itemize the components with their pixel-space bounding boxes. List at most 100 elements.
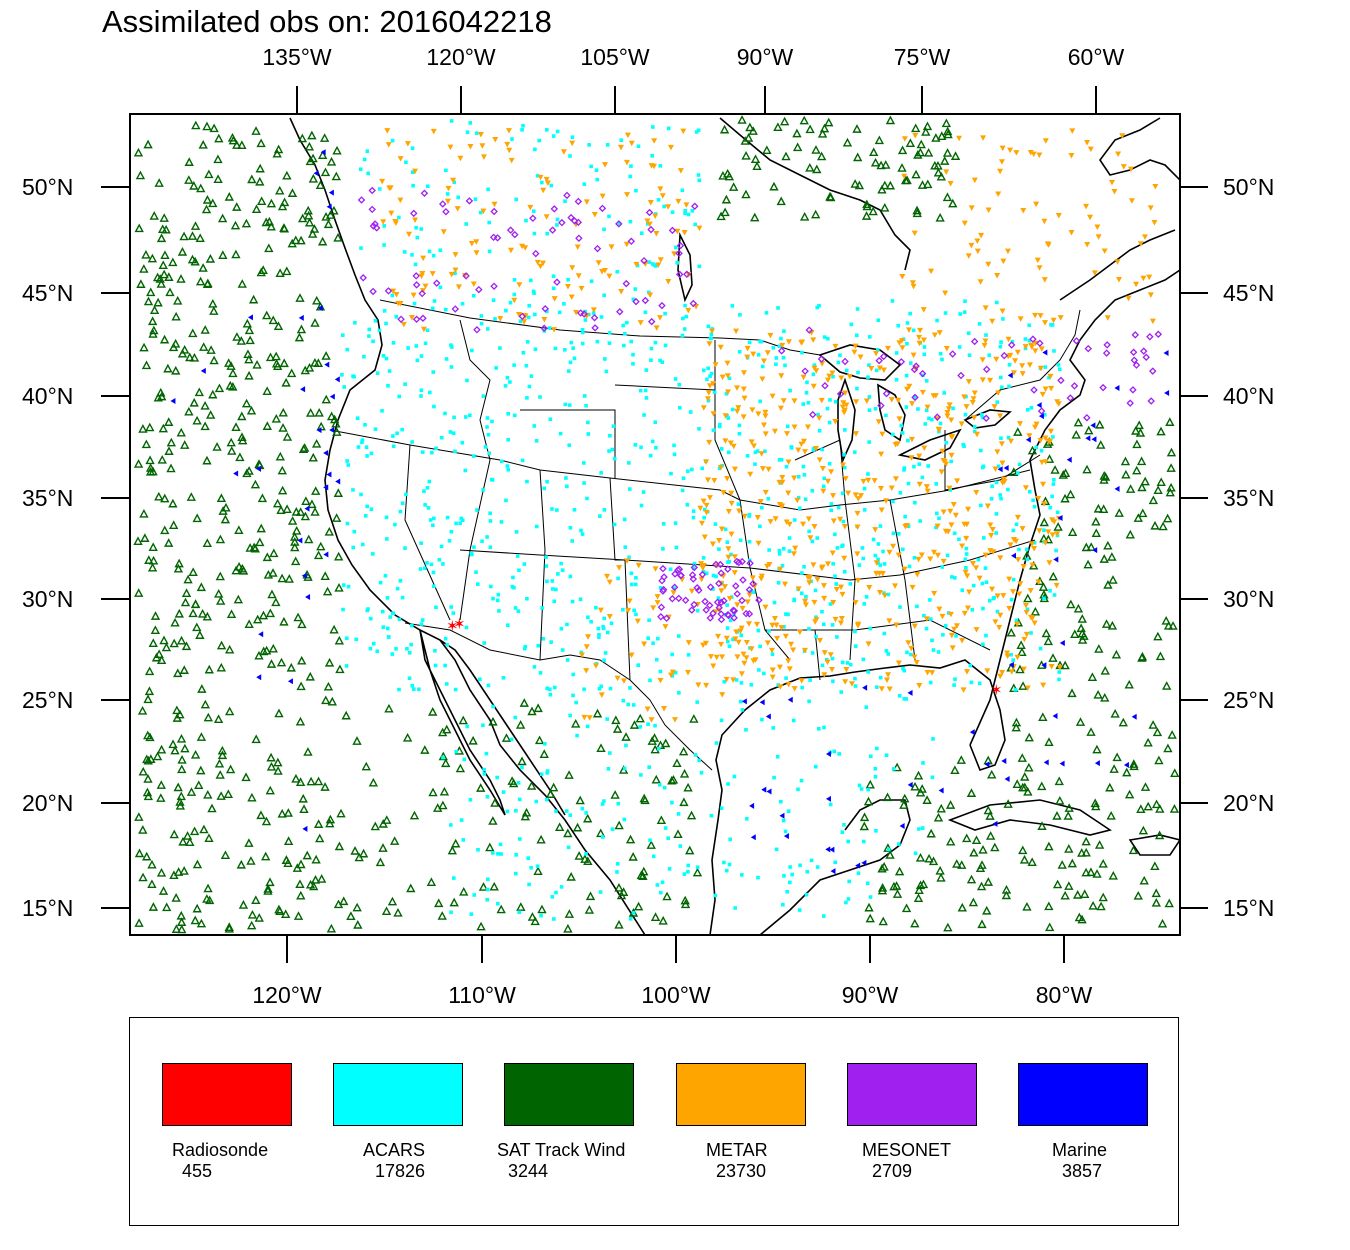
sat-wind-marker [752, 161, 762, 170]
acars-marker [713, 893, 718, 898]
acars-marker [628, 917, 633, 921]
acars-marker [548, 417, 553, 422]
sat-wind-marker [317, 150, 328, 160]
metar-marker [724, 476, 731, 482]
acars-marker [404, 492, 408, 497]
acars-marker [491, 298, 496, 302]
metar-marker [1033, 421, 1040, 428]
sat-wind-marker [326, 411, 337, 421]
metar-marker [585, 634, 592, 640]
acars-marker [580, 532, 585, 536]
sat-wind-marker [231, 422, 241, 431]
acars-marker [1027, 489, 1032, 494]
sat-wind-marker [1099, 475, 1109, 484]
acars-marker [756, 875, 760, 880]
sat-wind-marker [1094, 644, 1104, 653]
metar-marker [516, 282, 523, 288]
sat-wind-marker [292, 525, 302, 535]
acars-marker [544, 555, 548, 559]
metar-marker [397, 197, 404, 204]
sat-wind-marker [250, 479, 261, 489]
sat-wind-marker [1091, 516, 1101, 526]
metar-marker [1008, 669, 1015, 675]
acars-marker [550, 587, 555, 591]
mesonet-marker [733, 557, 741, 566]
acars-marker [867, 440, 872, 444]
acars-marker [833, 532, 837, 537]
acars-marker [842, 569, 847, 574]
acars-marker [459, 818, 464, 822]
acars-marker [717, 547, 721, 551]
sat-wind-marker [1122, 767, 1132, 777]
acars-marker [906, 481, 911, 486]
sat-wind-marker [1006, 627, 1016, 637]
metar-marker [804, 574, 811, 581]
metar-marker [943, 346, 950, 352]
sat-wind-marker [333, 488, 344, 497]
acars-marker [468, 121, 473, 125]
acars-marker [861, 556, 866, 561]
sat-wind-marker [284, 574, 294, 583]
acars-marker [449, 365, 454, 369]
sat-wind-marker [310, 875, 321, 884]
acars-marker [840, 544, 844, 548]
acars-marker [799, 591, 804, 596]
metar-marker [880, 367, 887, 373]
marine-marker [256, 674, 262, 681]
acars-marker [686, 653, 691, 657]
sat-wind-marker [168, 520, 179, 529]
acars-marker [425, 561, 429, 565]
sat-wind-marker [926, 828, 936, 838]
sat-wind-marker [865, 913, 875, 923]
sat-wind-marker [191, 120, 201, 130]
acars-marker [922, 352, 927, 357]
sat-wind-marker [805, 124, 815, 134]
metar-marker [807, 535, 814, 541]
marine-marker [997, 466, 1003, 473]
acars-marker [627, 555, 631, 560]
sat-wind-marker [297, 619, 307, 629]
sat-wind-marker [216, 791, 226, 800]
sat-wind-marker [956, 755, 966, 764]
sat-wind-marker [258, 265, 268, 274]
metar-marker [838, 615, 845, 622]
acars-marker [702, 507, 707, 512]
acars-marker [1011, 658, 1016, 662]
sat-wind-marker [143, 296, 154, 306]
sat-wind-marker [236, 859, 246, 869]
mesonet-marker [1037, 407, 1046, 415]
metar-marker [799, 339, 806, 346]
sat-wind-marker [184, 175, 194, 184]
metar-marker [1035, 495, 1042, 502]
metar-marker [1017, 421, 1024, 427]
acars-marker [656, 197, 661, 202]
acars-marker [906, 438, 910, 443]
acars-marker [497, 609, 501, 613]
acars-marker [875, 347, 880, 352]
acars-marker [786, 809, 791, 813]
metar-marker [713, 654, 720, 661]
acars-marker [967, 353, 972, 357]
sat-wind-marker [1043, 636, 1054, 646]
sat-wind-marker [228, 368, 238, 378]
sat-wind-marker [254, 650, 264, 660]
metar-marker [522, 245, 529, 251]
sat-wind-marker [145, 732, 155, 742]
acars-marker [536, 643, 541, 648]
metar-marker [1046, 560, 1053, 566]
acars-marker [517, 837, 522, 841]
sat-wind-marker [164, 417, 174, 426]
acars-marker [719, 806, 724, 811]
sat-wind-marker [179, 866, 189, 875]
sat-wind-marker [1125, 484, 1136, 493]
sat-wind-marker [180, 597, 191, 607]
sat-wind-marker [983, 877, 994, 886]
metar-marker [794, 497, 801, 504]
acars-marker [607, 341, 612, 345]
marine-marker [317, 304, 323, 311]
metar-marker [1007, 352, 1014, 359]
metar-marker [762, 431, 769, 437]
sat-wind-marker [234, 525, 244, 534]
sat-wind-marker [189, 826, 200, 836]
sat-wind-marker [346, 911, 356, 920]
